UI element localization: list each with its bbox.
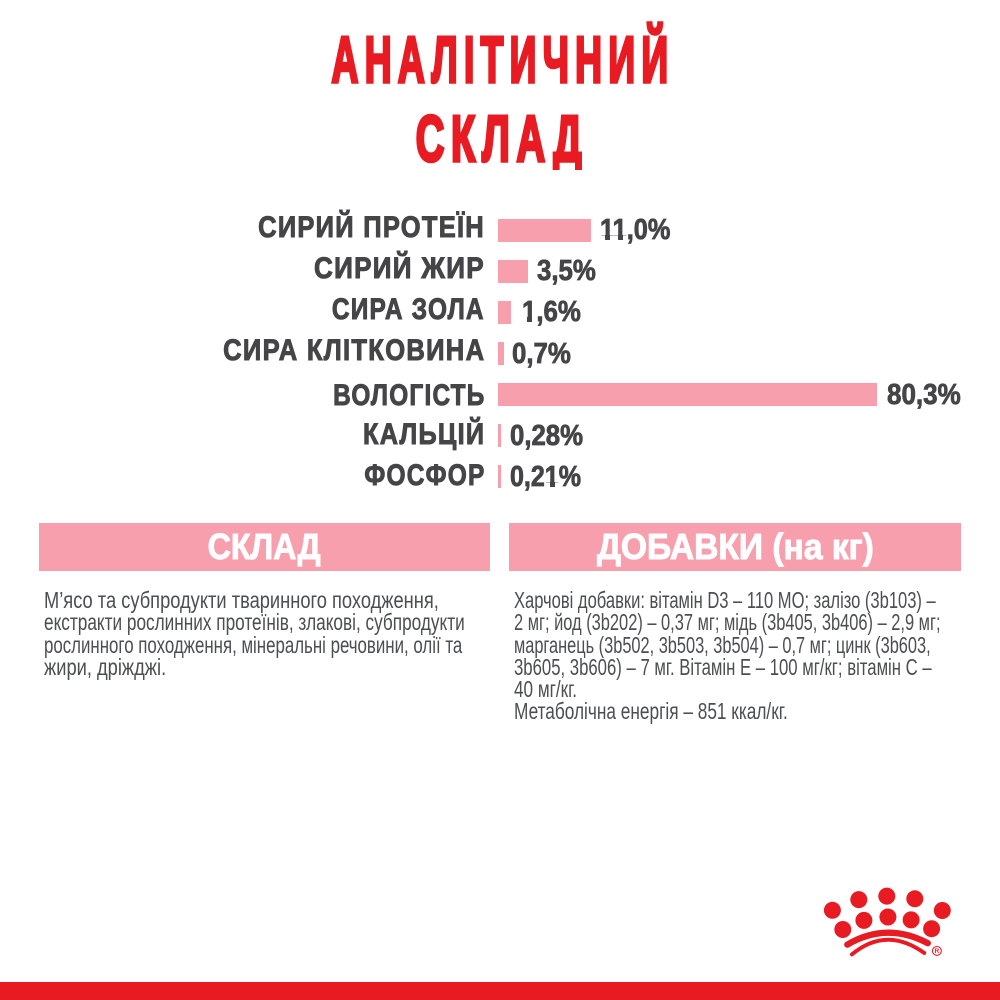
svg-text:R: R	[935, 948, 940, 955]
